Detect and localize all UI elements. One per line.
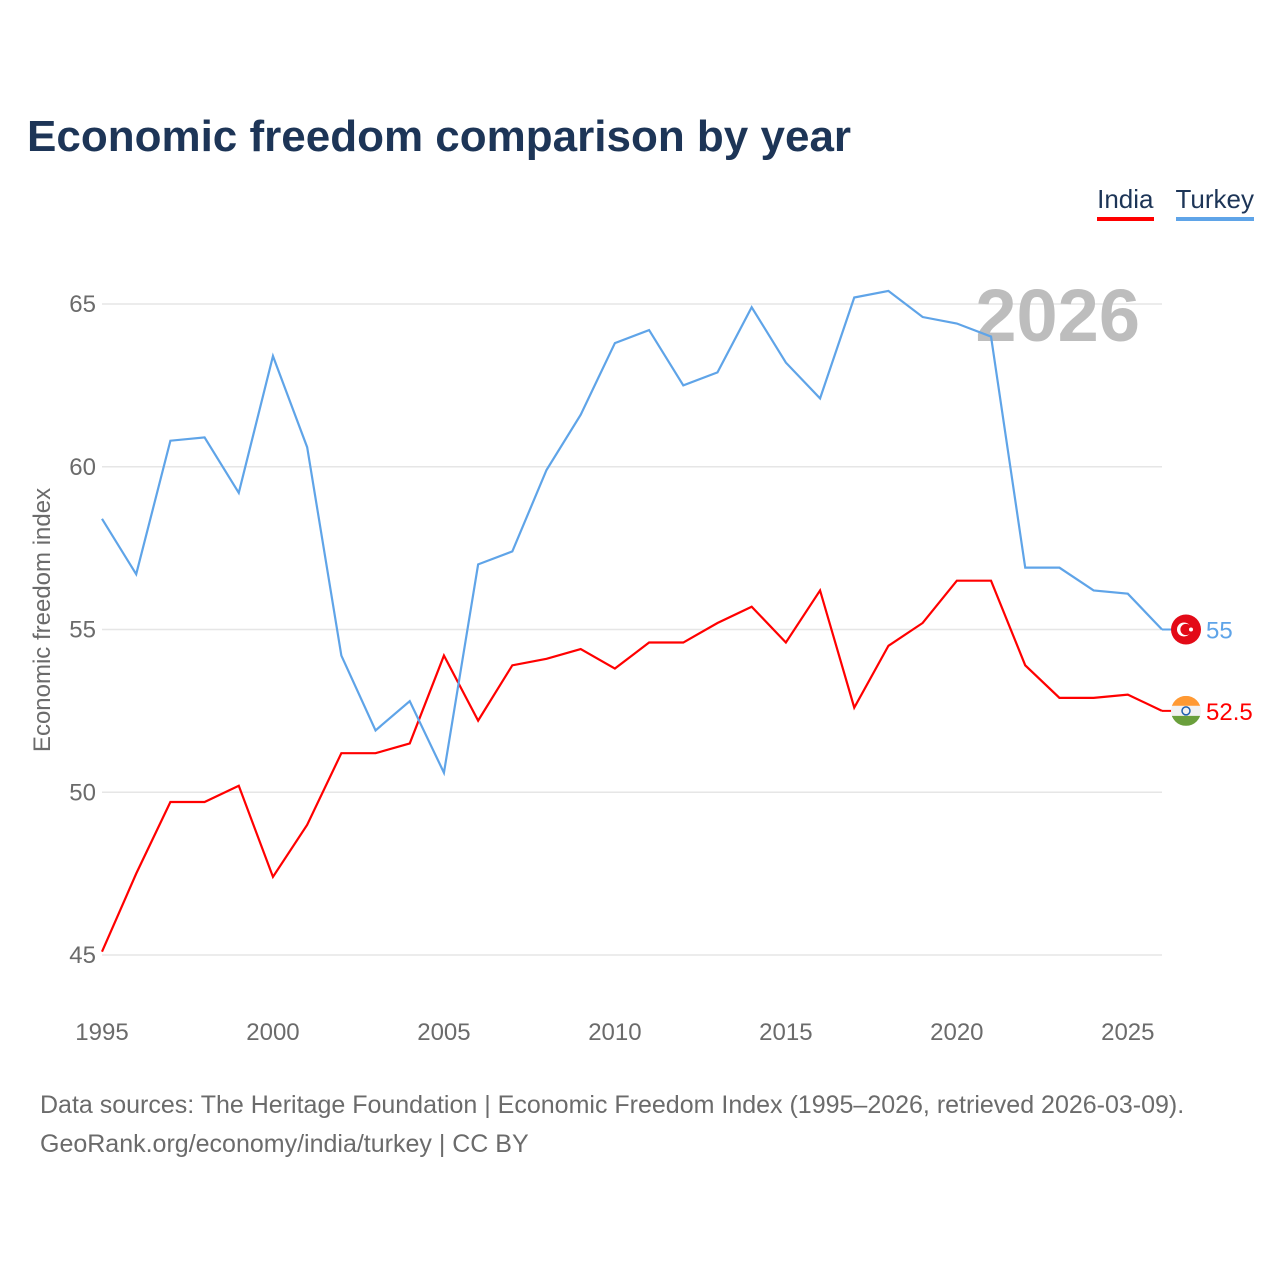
legend: India Turkey <box>1097 184 1254 221</box>
end-value-label: 55 <box>1206 618 1233 645</box>
x-tick-label: 2010 <box>588 1019 641 1046</box>
end-value-label: 52.5 <box>1206 699 1253 726</box>
x-tick-label: 2015 <box>759 1019 812 1046</box>
india-flag-green <box>1171 715 1201 726</box>
chart-title: Economic freedom comparison by year <box>27 112 852 161</box>
data-sources: Data sources: The Heritage Foundation | … <box>40 1091 1185 1119</box>
y-tick-label: 45 <box>69 942 96 969</box>
x-tick-label: 2020 <box>930 1019 983 1046</box>
y-tick-label: 50 <box>69 779 96 806</box>
x-tick-label: 2025 <box>1101 1019 1154 1046</box>
footer: Data sources: The Heritage Foundation | … <box>40 1086 1184 1164</box>
x-tick-label: 2005 <box>417 1019 470 1046</box>
x-tick-label: 2000 <box>246 1019 299 1046</box>
y-tick-label: 55 <box>69 617 96 644</box>
legend-item-india[interactable]: India <box>1097 184 1154 221</box>
x-tick-label: 1995 <box>75 1019 128 1046</box>
india-flag-chakra <box>1181 706 1191 716</box>
y-tick-label: 60 <box>69 454 96 481</box>
series-line-turkey <box>101 289 1163 777</box>
legend-item-turkey[interactable]: Turkey <box>1175 184 1254 221</box>
india-flag-saffron <box>1171 695 1201 706</box>
turkey-flag-crescent-cut <box>1180 623 1192 636</box>
y-axis-label: Economic freedom index <box>29 488 56 752</box>
year-watermark: 2026 <box>975 274 1140 357</box>
series-line-india <box>100 579 1163 953</box>
india-flag-white <box>1171 705 1201 716</box>
y-tick-label: 65 <box>69 291 96 318</box>
source-link[interactable]: GeoRank.org/economy/india/turkey | CC BY <box>40 1130 529 1158</box>
turkey-flag-star <box>1189 627 1193 632</box>
